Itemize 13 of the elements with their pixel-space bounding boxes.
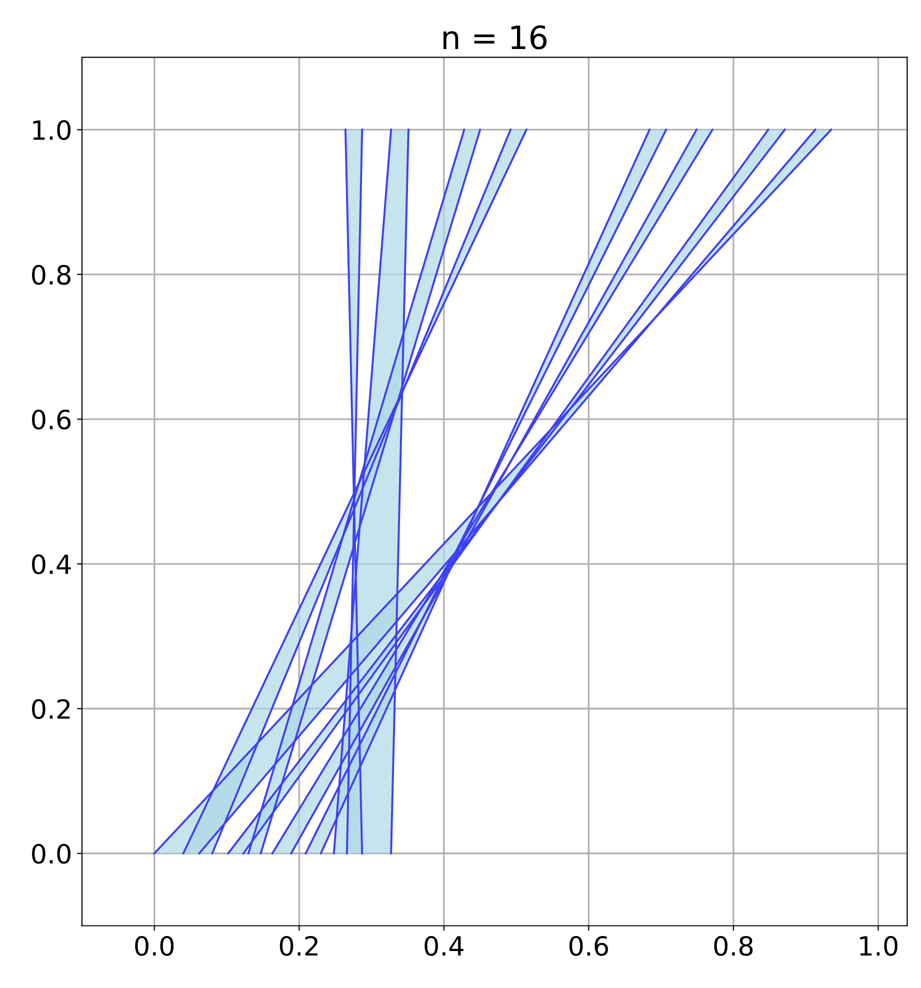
y-tick-label: 0.8 [32, 264, 70, 285]
x-tick-label: 0.4 [424, 936, 464, 956]
y-tick-label: 0.2 [32, 699, 70, 720]
y-tick-label: 0.4 [32, 554, 71, 574]
chart-title: n = 16 [443, 25, 547, 50]
x-tick-label: 0.6 [569, 936, 608, 956]
x-tick-label: 0.2 [280, 936, 318, 956]
x-tick-label: 0.0 [135, 936, 174, 956]
y-tick-label: 0.0 [32, 844, 70, 864]
x-tick-label: 1.0 [860, 936, 898, 956]
x-tick-label: 0.8 [714, 936, 753, 956]
y-tick-label: 0.6 [32, 410, 71, 430]
y-tick-label: 1.0 [33, 120, 70, 140]
